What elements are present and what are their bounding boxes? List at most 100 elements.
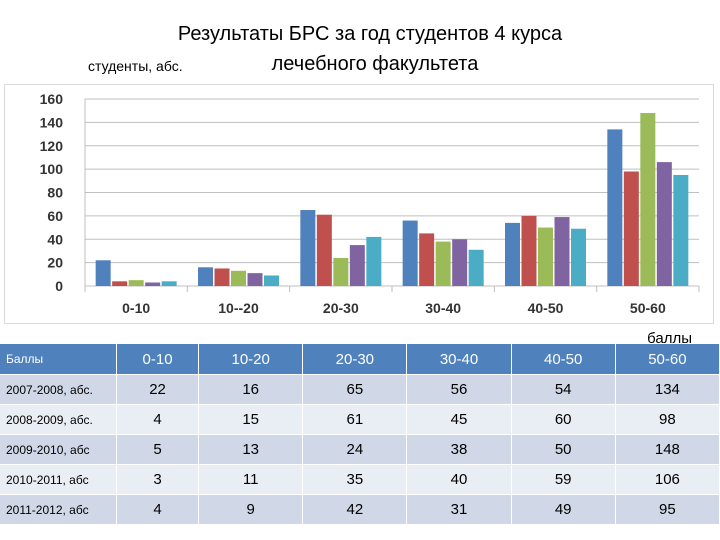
y-tick-label: 60 [47,208,63,224]
bar [95,260,111,286]
table-row: 2008-2009, абс. 4 15 61 45 60 98 [0,404,720,435]
table-header-cell: 40-50 [511,344,616,375]
table-row-label: 2010-2011, абс [0,464,117,495]
table-cell: 49 [511,494,616,524]
table-cell: 13 [198,434,304,465]
table-cell: 11 [198,464,304,495]
bar [247,273,263,286]
y-tick-label: 40 [47,231,63,247]
table-header-cell: 0-10 [116,344,200,375]
bar [300,210,316,286]
bar [161,281,177,286]
x-axis-label: баллы [647,330,692,347]
table-header-label: Баллы [0,344,117,375]
y-tick-label: 0 [55,278,63,294]
table-cell: 45 [406,404,512,435]
table-row: 2009-2010, абс 5 13 24 38 50 148 [0,434,720,465]
table-cell: 60 [511,404,616,435]
x-tick-label: 20-30 [323,300,359,316]
bar [607,129,623,286]
table-cell: 31 [406,494,512,524]
bar [452,239,468,286]
table-cell: 16 [198,374,304,405]
table-cell: 40 [406,464,512,495]
title-line-2: лечебного факультета [271,53,479,75]
bar [333,257,349,286]
x-tick-label: 0-10 [122,300,150,316]
table-cell: 42 [302,494,408,524]
table-cell: 24 [302,434,408,465]
bar [538,227,553,286]
table-cell: 3 [116,464,200,495]
y-tick-label: 140 [40,114,64,130]
table-cell: 38 [406,434,512,465]
bar [231,270,246,286]
table-cell: 61 [302,404,408,435]
bar [554,217,570,286]
table-cell: 22 [116,374,200,405]
bar-chart: 0 20 40 60 80 100 120 140 160 0-10 10--20 20-30 30-4… [40,91,700,316]
bar [505,222,520,286]
x-tick-label: 50-60 [630,300,666,316]
table-cell: 5 [116,434,200,465]
y-tick-label: 120 [40,138,64,154]
bar [145,282,161,286]
y-tick-label: 100 [40,161,64,177]
bar [521,215,537,286]
table-cell: 65 [302,374,408,405]
table-cell: 98 [615,404,720,435]
bar [673,174,689,286]
bar [349,245,365,286]
table-cell: 4 [116,404,200,435]
y-tick-label: 20 [47,255,63,271]
bar [640,113,656,287]
table-row: 2007-2008, абс. 22 16 65 56 54 134 [0,374,720,405]
x-tick-label: 40-50 [528,300,564,316]
table-cell: 9 [198,494,304,524]
table-cell: 50 [511,434,616,465]
bar [419,233,435,286]
data-table: Баллы 0-10 10-20 20-30 30-40 40-50 50-60… [0,344,720,524]
table-cell: 59 [511,464,616,495]
table-cell: 15 [198,404,304,435]
bar [264,275,279,286]
bar [128,280,144,286]
bar [623,171,639,286]
bar [198,267,213,286]
x-tick-label: 30-40 [425,300,461,316]
table-header-cell: 30-40 [406,344,512,375]
table-cell: 56 [406,374,512,405]
table-row: 2011-2012, абс 4 9 42 31 49 95 [0,494,720,524]
table-row-label: 2009-2010, абс [0,434,117,465]
bar [468,249,484,286]
table-header-row: Баллы 0-10 10-20 20-30 30-40 40-50 50-60 [0,344,720,375]
y-axis-label: студенты, абс. [88,58,183,74]
title-line-1: Результаты БРС за год студентов 4 курса [177,23,563,45]
table-cell: 106 [615,464,720,495]
table-cell: 134 [615,374,720,405]
bar [571,228,586,286]
x-tick-label: 10--20 [218,300,259,316]
table-row: 2010-2011, абс 3 11 35 40 59 106 [0,464,720,495]
y-tick-label: 160 [40,91,64,107]
y-tick-label: 80 [47,185,63,201]
bar [366,236,382,286]
table-header-cell: 10-20 [198,344,304,375]
table-cell: 35 [302,464,408,495]
table-cell: 95 [615,494,720,524]
table-cell: 54 [511,374,616,405]
table-header-cell: 20-30 [302,344,408,375]
table-cell: 4 [116,494,200,524]
bar [402,220,418,286]
chart-area: 0 20 40 60 80 100 120 140 160 0-10 10--20 20-30 30-4… [4,84,714,324]
table-row-label: 2008-2009, абс. [0,404,117,435]
table-row-label: 2011-2012, абс [0,494,117,524]
bar [112,281,128,286]
bar [656,162,672,286]
bar [316,214,332,286]
bar [435,241,451,286]
table-cell: 148 [615,434,720,465]
bar [214,268,230,286]
table-header-cell: 50-60 [615,344,720,375]
table-row-label: 2007-2008, абс. [0,374,117,405]
